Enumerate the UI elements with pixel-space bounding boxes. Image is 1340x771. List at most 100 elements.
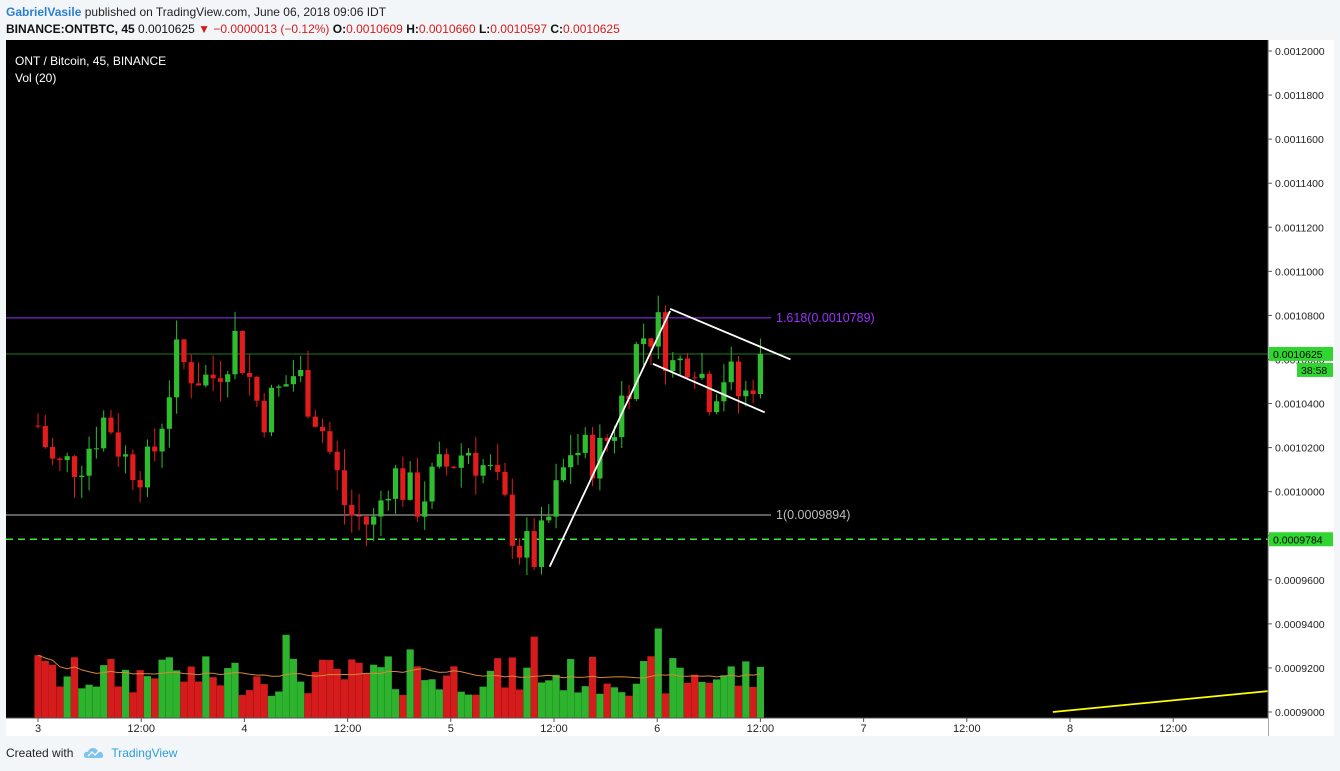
volume-bar xyxy=(552,674,560,718)
volume-bar xyxy=(581,686,589,718)
candle-body xyxy=(341,470,348,506)
volume-bar xyxy=(421,680,429,718)
volume-bar xyxy=(676,667,684,718)
candle-body xyxy=(144,446,151,488)
support-price-tag-label: 0.0009784 xyxy=(1273,534,1323,546)
candle-body xyxy=(538,520,545,567)
candle-body xyxy=(174,339,180,398)
candle-body xyxy=(692,377,698,379)
candle-body xyxy=(531,531,537,567)
candle-body xyxy=(546,516,552,521)
price-axis: 0.0012000 0.0011800 0.0011600 0.0011400 0.00… xyxy=(1267,40,1334,736)
y-tick-label: 0.0010800 xyxy=(1275,310,1325,322)
candle-body xyxy=(458,455,464,468)
volume-bar xyxy=(661,693,670,718)
candle-body xyxy=(283,384,289,387)
volume-bar xyxy=(238,695,246,718)
candle-body xyxy=(261,400,267,433)
support-price-tag xyxy=(1269,532,1333,547)
volume-bar xyxy=(151,678,159,718)
volume-bar xyxy=(698,681,706,718)
volume-bar xyxy=(391,689,400,718)
volume-bar xyxy=(559,690,567,718)
x-tick-label: 8 xyxy=(1067,723,1073,735)
last-price-tag xyxy=(1269,346,1333,361)
impulse-line-line xyxy=(548,310,671,567)
volume-bar xyxy=(260,684,268,718)
candle-body xyxy=(648,338,654,347)
volume-bar xyxy=(41,660,49,718)
volume-bar xyxy=(143,676,152,718)
channel-top-line xyxy=(669,307,791,361)
volume-bar xyxy=(92,686,100,718)
tradingview-link[interactable]: TradingView xyxy=(111,746,178,760)
volume-bar xyxy=(297,681,305,718)
chart-area[interactable]: 1.618(0.0010789) 1(0.0009894) 0.0012000 0.… xyxy=(6,40,1334,736)
candle-body xyxy=(57,458,63,460)
chart-title: ONT / Bitcoin, 45, BINANCE xyxy=(15,54,166,68)
candle-body xyxy=(524,531,530,558)
high-label: H: xyxy=(406,22,419,36)
candle-body xyxy=(757,353,763,395)
volume-bar xyxy=(370,664,378,718)
volume-bar xyxy=(158,659,166,718)
candle-body xyxy=(254,376,260,401)
candle-body xyxy=(268,387,275,433)
candle-body xyxy=(79,475,85,478)
volume-bar xyxy=(669,658,677,718)
volume-bar xyxy=(209,677,217,718)
candle-body xyxy=(487,465,494,467)
volume-bar xyxy=(494,658,502,718)
volume-bar xyxy=(253,676,261,718)
y-tick-label: 0.0011600 xyxy=(1275,134,1324,146)
volume-bar xyxy=(348,659,356,718)
volume-bar xyxy=(246,690,254,718)
author-link[interactable]: GabrielVasile xyxy=(6,5,82,19)
volume-bar xyxy=(742,661,750,718)
candle-body xyxy=(276,386,282,388)
x-tick-label: 6 xyxy=(654,723,660,735)
candle-body xyxy=(465,452,472,456)
price-chart-svg[interactable]: 1.618(0.0010789)1(0.0009894) 0.00120000.… xyxy=(6,40,1334,736)
x-tick-label: 5 xyxy=(448,723,454,735)
x-tick-label: 4 xyxy=(241,723,247,735)
y-tick-label: 0.0010000 xyxy=(1275,487,1325,499)
candle-body xyxy=(429,466,435,502)
candle-body xyxy=(684,358,691,378)
volume-bar xyxy=(625,695,633,718)
candle-body xyxy=(414,472,421,517)
y-tick-label: 0.0011200 xyxy=(1275,222,1324,234)
volume-bar xyxy=(180,681,188,718)
time-axis: 3 12:00 4 12:00 5 12:00 6 12:00 7 12:00 8 12:00 xyxy=(6,717,1268,736)
candle-body xyxy=(743,390,749,397)
volume-bar xyxy=(567,659,575,718)
candle-body xyxy=(64,456,70,460)
candle-body xyxy=(611,437,618,441)
fib-1-label: 1(0.0009894) xyxy=(776,508,850,522)
candle-body xyxy=(298,369,304,377)
price-change: −0.0000013 (−0.12%) xyxy=(213,22,330,36)
tradingview-cloud-icon xyxy=(84,748,104,758)
candle-body xyxy=(71,456,78,478)
y-tick-label: 0.0010200 xyxy=(1275,443,1325,455)
candle-body xyxy=(319,426,326,432)
symbol-label: BINANCE:ONTBTC, 45 xyxy=(6,22,135,36)
volume-bar xyxy=(756,666,764,718)
volume-bar xyxy=(720,675,728,718)
candle-body xyxy=(582,434,588,453)
volume-bar xyxy=(727,666,735,718)
low-value: 0.0010597 xyxy=(490,22,547,36)
price-axis-bg xyxy=(1268,40,1334,736)
candle-body xyxy=(130,454,136,481)
candle-body xyxy=(655,312,661,347)
candle-body xyxy=(509,494,515,546)
candle-body xyxy=(714,401,720,413)
footer: Created with TradingView xyxy=(6,746,177,760)
volume-bar xyxy=(713,679,721,718)
volume-bar xyxy=(654,628,662,718)
volume-bar xyxy=(326,660,334,718)
candle-body xyxy=(589,434,596,479)
y-tick-label: 0.0011000 xyxy=(1275,266,1324,278)
candle-body xyxy=(735,361,742,397)
volume-bar xyxy=(289,658,297,718)
